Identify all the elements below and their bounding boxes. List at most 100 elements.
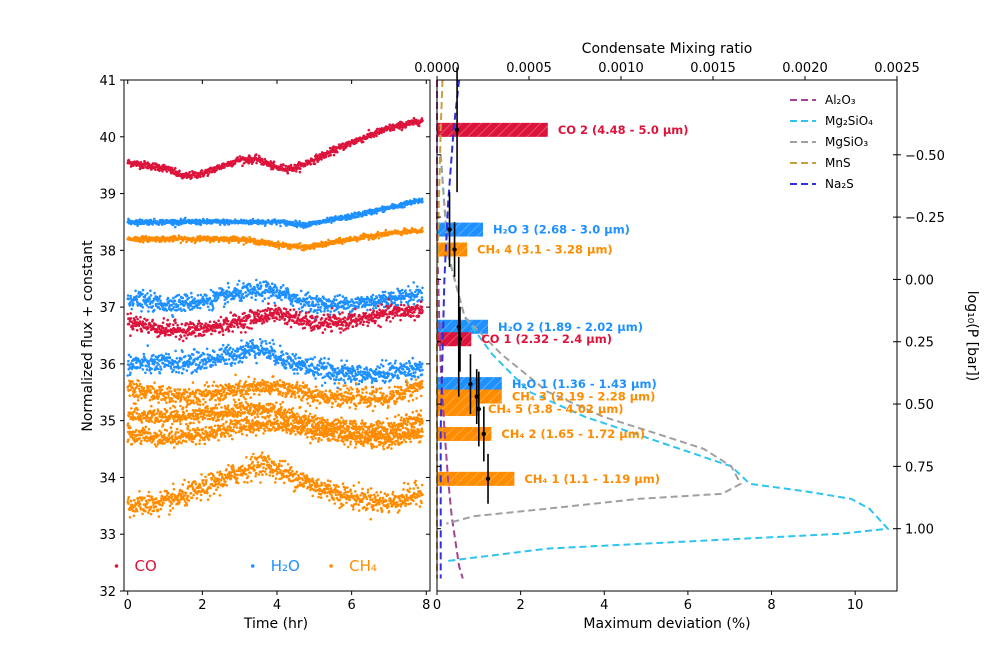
data-point xyxy=(275,286,278,290)
data-point xyxy=(283,317,287,321)
data-point xyxy=(147,305,150,309)
data-point xyxy=(229,346,232,350)
data-point xyxy=(143,296,147,299)
data-point xyxy=(192,323,196,327)
data-point xyxy=(406,312,410,316)
data-point xyxy=(197,319,201,323)
data-point xyxy=(351,325,355,328)
data-point xyxy=(250,327,253,330)
data-point xyxy=(185,369,189,372)
data-point xyxy=(236,283,239,286)
data-point xyxy=(183,303,186,306)
data-point xyxy=(179,241,183,245)
data-point xyxy=(279,285,283,289)
data-point xyxy=(221,343,225,347)
data-point xyxy=(267,302,270,305)
data-point xyxy=(129,371,132,375)
data-point xyxy=(220,347,223,351)
data-point xyxy=(377,304,380,308)
data-point xyxy=(212,306,215,310)
data-point xyxy=(224,358,228,362)
data-point xyxy=(367,128,371,132)
data-point xyxy=(321,331,325,335)
data-point xyxy=(357,305,360,309)
data-point xyxy=(132,324,135,328)
data-point xyxy=(198,361,202,364)
data-point xyxy=(303,304,307,307)
data-point xyxy=(191,370,194,374)
data-point xyxy=(327,154,331,158)
data-point xyxy=(254,153,258,156)
data-point xyxy=(290,300,294,303)
data-point xyxy=(278,344,282,348)
data-point xyxy=(269,160,273,163)
data-point xyxy=(267,282,270,286)
data-point xyxy=(189,356,193,360)
data-point xyxy=(367,321,371,324)
data-point xyxy=(166,318,169,322)
data-point xyxy=(148,298,151,301)
data-point xyxy=(319,306,323,309)
data-point xyxy=(147,310,150,313)
data-point xyxy=(271,167,275,171)
data-point xyxy=(233,162,237,165)
data-point xyxy=(257,312,261,316)
data-point xyxy=(129,334,132,338)
data-point xyxy=(157,354,161,358)
data-point xyxy=(174,335,178,339)
data-point xyxy=(421,229,424,233)
data-point xyxy=(221,330,225,333)
data-point xyxy=(381,290,385,294)
data-point xyxy=(168,322,171,326)
data-point xyxy=(132,302,135,305)
data-point xyxy=(408,123,412,127)
data-point xyxy=(230,364,233,367)
data-point xyxy=(420,197,424,201)
data-point xyxy=(296,293,299,297)
data-point xyxy=(272,352,275,356)
data-point xyxy=(192,353,195,356)
data-point xyxy=(130,367,134,371)
data-point xyxy=(295,310,298,314)
data-point xyxy=(178,300,182,304)
data-point xyxy=(214,361,217,364)
data-point xyxy=(396,314,399,317)
data-point xyxy=(339,318,343,321)
data-point xyxy=(146,318,149,322)
data-point xyxy=(322,297,326,300)
data-point xyxy=(226,281,230,285)
data-point xyxy=(145,368,149,371)
data-point xyxy=(341,242,344,246)
data-point xyxy=(146,327,150,330)
data-point xyxy=(387,298,391,301)
data-point xyxy=(323,328,327,331)
data-point xyxy=(215,167,219,171)
data-point xyxy=(338,312,342,316)
data-point xyxy=(172,296,175,300)
data-point xyxy=(278,289,282,293)
data-point xyxy=(420,305,424,309)
data-point xyxy=(372,309,376,313)
data-point xyxy=(250,296,253,299)
data-point xyxy=(284,308,288,311)
data-point xyxy=(157,164,161,168)
data-point xyxy=(249,340,252,343)
data-point xyxy=(126,374,129,377)
data-point xyxy=(223,166,226,169)
data-point xyxy=(225,362,229,366)
data-point xyxy=(222,305,226,309)
data-point xyxy=(241,345,245,349)
data-point xyxy=(135,328,139,332)
data-point xyxy=(218,330,222,334)
data-point xyxy=(286,288,290,292)
data-point xyxy=(259,344,263,347)
data-point xyxy=(210,299,213,303)
data-point xyxy=(255,161,258,165)
data-point xyxy=(138,366,142,369)
data-point xyxy=(180,322,184,326)
data-point xyxy=(270,347,274,350)
data-point xyxy=(275,223,278,226)
data-point xyxy=(240,360,244,364)
data-point xyxy=(393,314,397,318)
